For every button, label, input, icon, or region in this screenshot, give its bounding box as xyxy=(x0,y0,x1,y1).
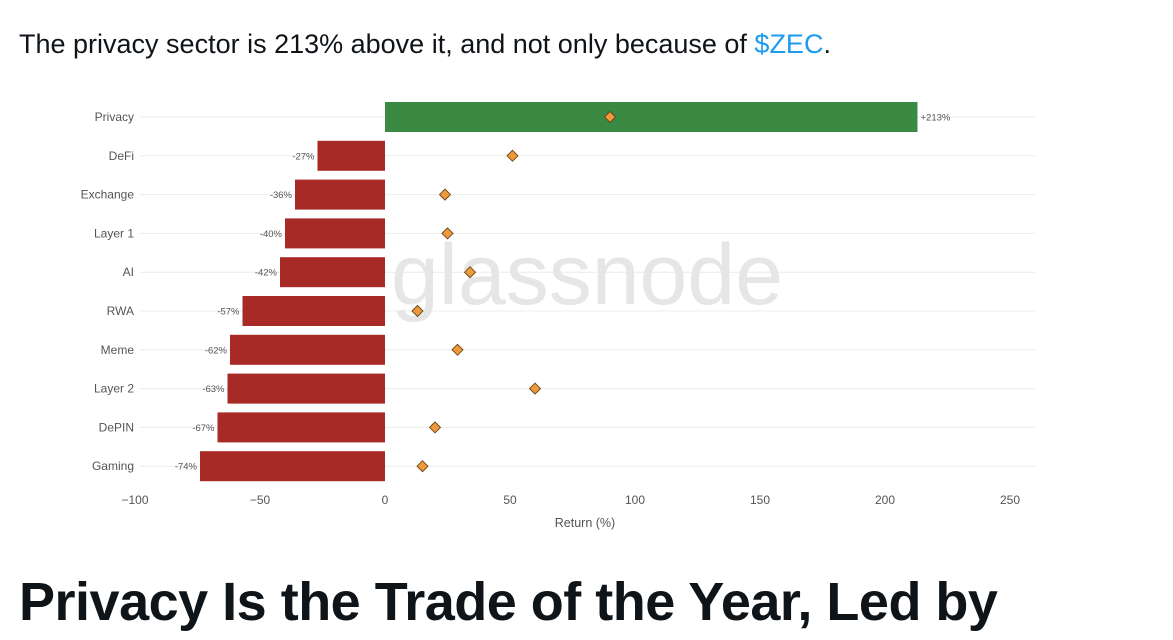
marker-point xyxy=(438,188,452,201)
category-label: Layer 2 xyxy=(94,382,134,396)
tweet-text-after: . xyxy=(823,29,831,59)
bar-defi xyxy=(317,140,385,171)
x-tick-label: 50 xyxy=(503,493,517,507)
x-tick-label: 0 xyxy=(382,493,389,507)
labels: Privacy +213% DeFi -27% Exchange -36% Layer 1 -… xyxy=(81,110,1021,507)
category-label: RWA xyxy=(107,304,134,318)
data-label: -27% xyxy=(292,151,315,162)
marker-point xyxy=(463,266,477,279)
bar-gaming xyxy=(200,451,385,482)
data-label: -42% xyxy=(255,268,278,279)
category-label: Gaming xyxy=(92,459,134,473)
bar-layer-2 xyxy=(227,373,385,404)
bar-ai xyxy=(280,257,385,288)
data-label: -63% xyxy=(202,384,225,395)
x-tick-label: 200 xyxy=(875,493,895,507)
data-label: -57% xyxy=(217,307,240,318)
cashtag-link[interactable]: $ZEC xyxy=(754,29,824,59)
x-tick-label: −100 xyxy=(121,493,148,507)
bar-rwa xyxy=(242,296,385,326)
sector-returns-chart: glassnode Privacy +213% DeFi -27% Exchange -3… xyxy=(0,90,1173,545)
bar-exchange xyxy=(295,179,385,210)
category-label: AI xyxy=(123,265,134,279)
bar-depin xyxy=(217,412,385,443)
tweet-text: The privacy sector is 213% above it, and… xyxy=(19,24,831,64)
x-tick-label: 250 xyxy=(1000,493,1020,507)
bars xyxy=(200,102,918,482)
data-label: -67% xyxy=(192,423,215,434)
category-label: DeFi xyxy=(109,149,134,163)
data-label: -74% xyxy=(175,462,198,473)
marker-point xyxy=(603,110,617,124)
bar-privacy xyxy=(385,102,918,132)
data-label: +213% xyxy=(921,113,951,124)
x-axis-label: Return (%) xyxy=(555,516,615,530)
marker-point xyxy=(451,343,464,356)
category-label: Exchange xyxy=(81,188,135,202)
bar-meme xyxy=(230,334,385,365)
x-tick-label: −50 xyxy=(250,493,271,507)
marker-point xyxy=(428,421,442,434)
article-headline: Privacy Is the Trade of the Year, Led by xyxy=(19,572,998,632)
markers xyxy=(411,110,617,473)
category-label: Privacy xyxy=(95,110,134,124)
marker-point xyxy=(411,304,424,318)
category-label: Layer 1 xyxy=(94,226,134,240)
marker-point xyxy=(441,227,454,240)
chart-svg: glassnode Privacy +213% DeFi -27% Exchange -3… xyxy=(81,102,1035,530)
marker-point xyxy=(416,460,429,473)
marker-point xyxy=(506,149,519,162)
x-tick-label: 100 xyxy=(625,493,645,507)
marker-point xyxy=(528,382,542,395)
category-label: Meme xyxy=(101,343,135,357)
tweet-text-before: The privacy sector is 213% above it, and… xyxy=(19,29,755,59)
bar-layer-1 xyxy=(285,218,385,249)
data-label: -62% xyxy=(205,345,228,356)
category-label: DePIN xyxy=(99,420,134,434)
data-label: -40% xyxy=(260,229,283,240)
data-label: -36% xyxy=(270,190,293,201)
watermark: glassnode xyxy=(391,227,783,323)
x-tick-label: 150 xyxy=(750,493,770,507)
